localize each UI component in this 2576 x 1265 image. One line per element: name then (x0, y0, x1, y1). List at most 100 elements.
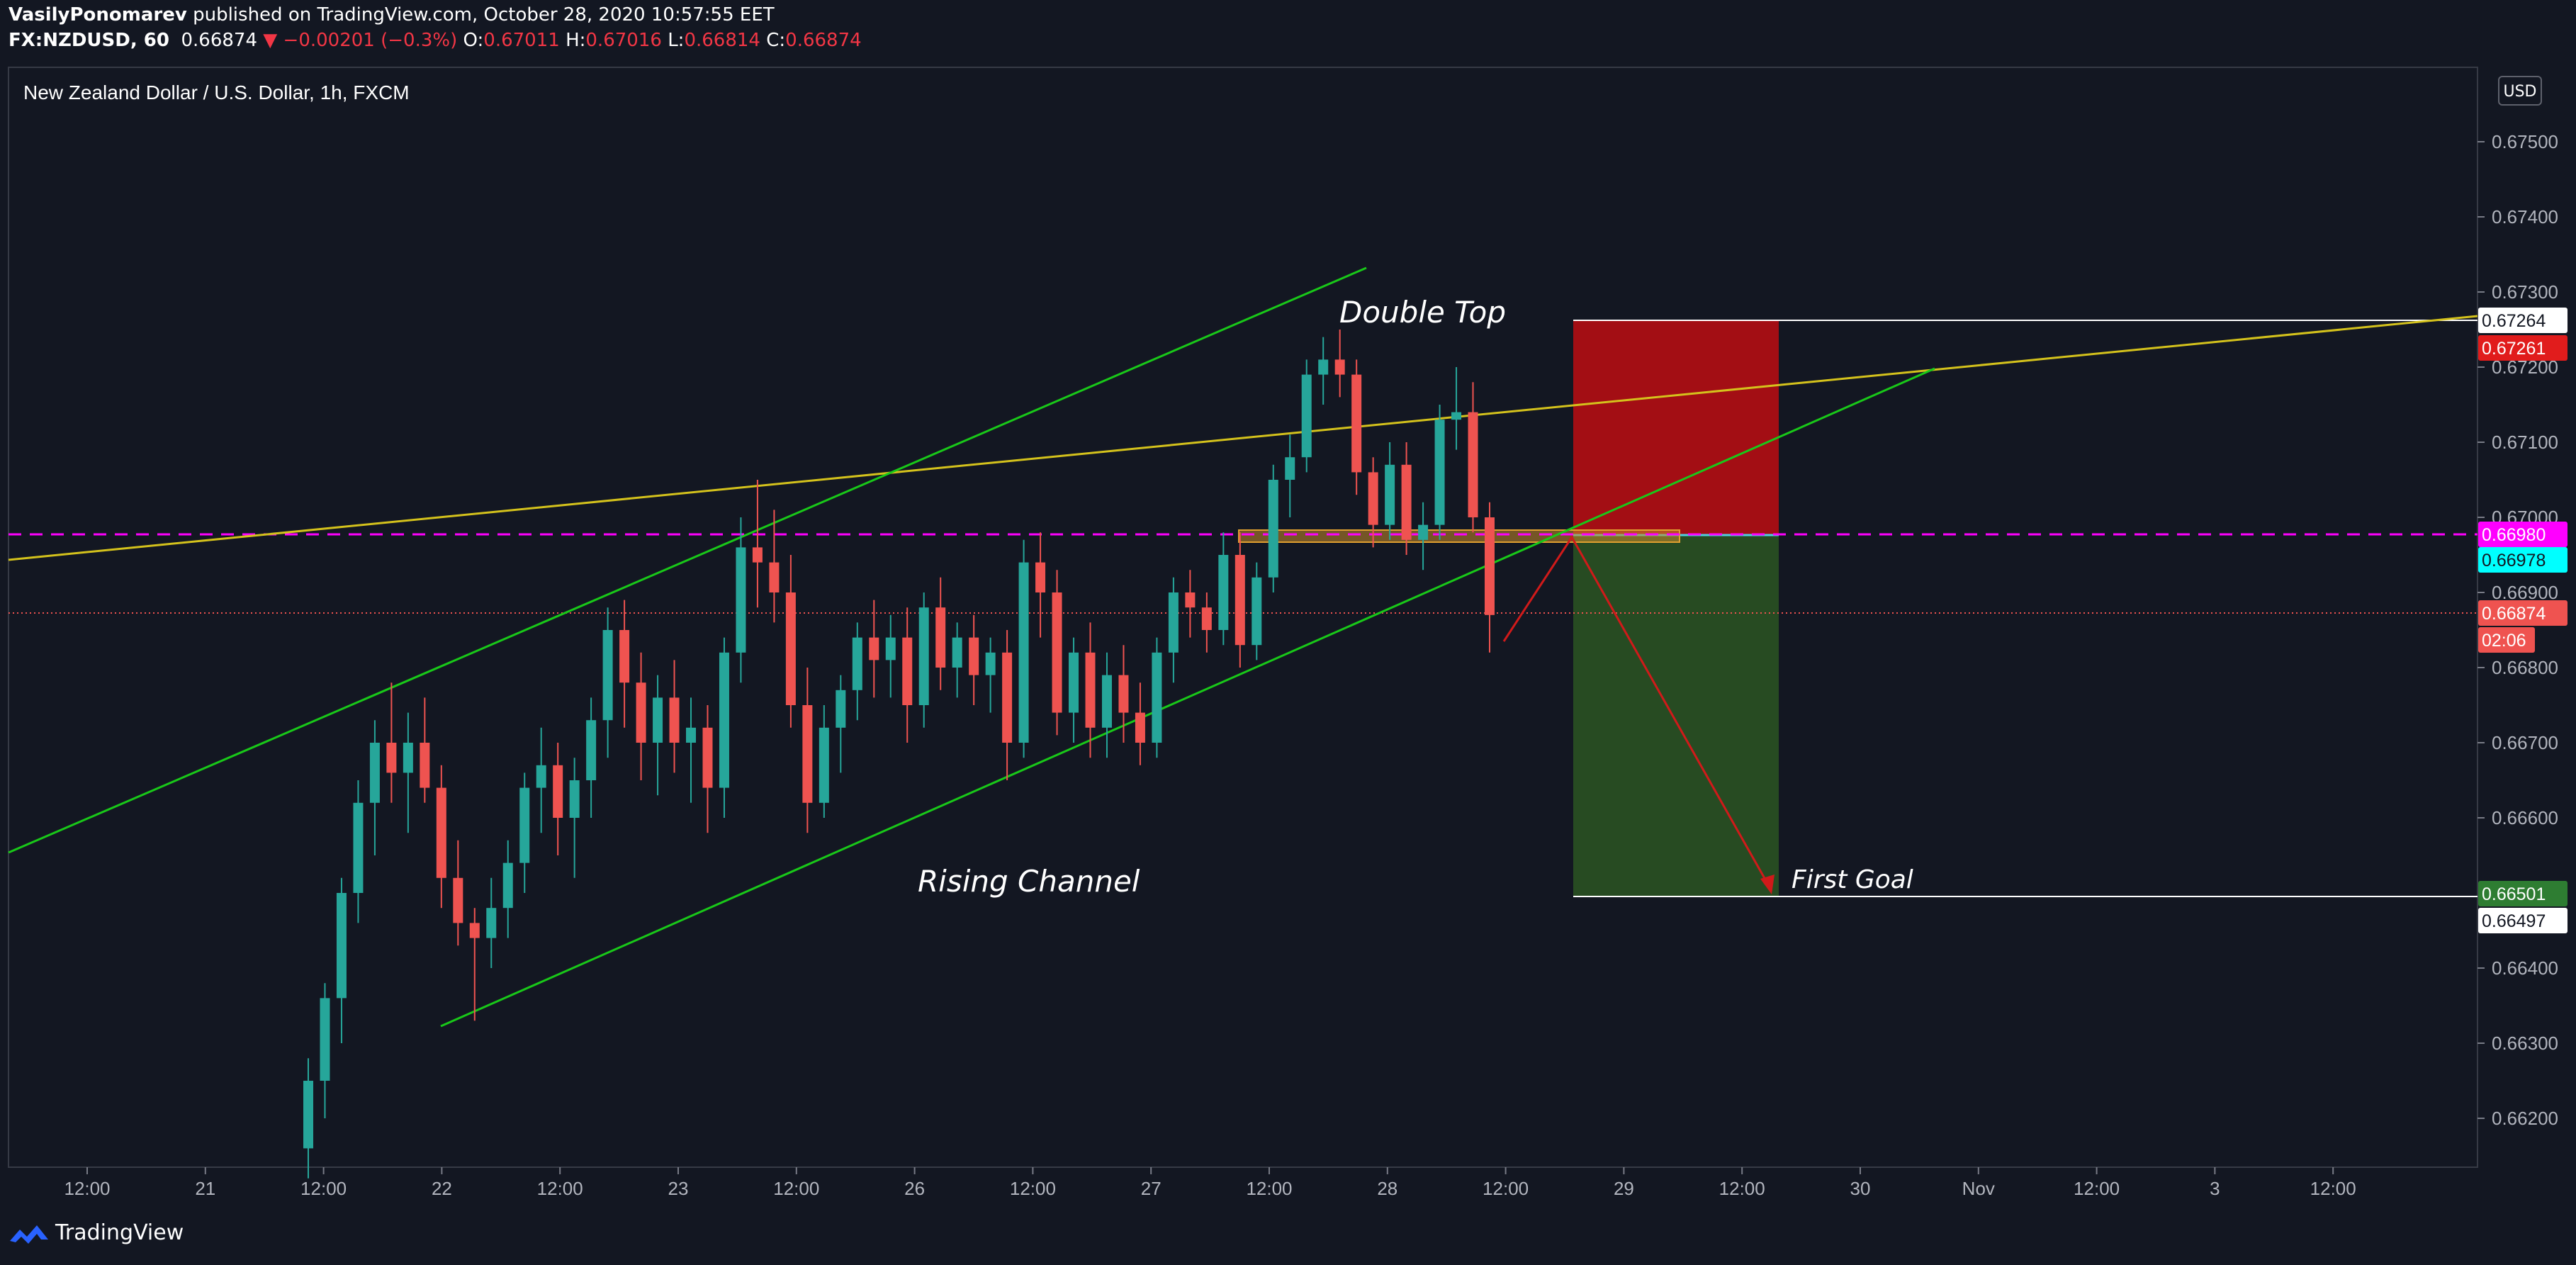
candle (619, 600, 630, 728)
candle-body (702, 727, 713, 788)
candle (1234, 532, 1245, 668)
candle (686, 697, 697, 803)
time-tick-label: 12:00 (1719, 1178, 1765, 1199)
candle-body (519, 787, 530, 863)
candle (702, 705, 713, 833)
candle (320, 983, 330, 1118)
price-label-text: 0.66874 (2482, 604, 2546, 624)
candle (1485, 502, 1495, 653)
author-name[interactable]: VasilyPonomarev (9, 4, 187, 26)
price-label-text: 0.66501 (2482, 884, 2546, 904)
annotation-double-top: Double Top (1339, 295, 1506, 330)
candle-body (453, 877, 463, 923)
candle (553, 743, 563, 855)
candle-body (1451, 412, 1462, 420)
price-label: 0.67261 (2478, 335, 2567, 361)
candle (902, 607, 913, 743)
candle (369, 720, 380, 855)
stop-loss-zone[interactable] (1573, 320, 1779, 535)
chart-legend-title: New Zealand Dollar / U.S. Dollar, 1h, FX… (23, 81, 410, 103)
candle (386, 682, 397, 803)
price-tick-label: 0.66800 (2492, 657, 2558, 678)
symbol-label[interactable]: FX:NZDUSD, 60 (9, 30, 169, 51)
annotation-first-goal: First Goal (1792, 865, 1913, 894)
price-label-text: 0.66497 (2482, 911, 2546, 931)
support-zone-box[interactable] (1238, 529, 1680, 543)
candle-body (1401, 464, 1412, 540)
candle (602, 607, 613, 758)
candle-body (653, 697, 663, 743)
candle-body (686, 727, 697, 743)
price-label: 0.66497 (2478, 908, 2567, 933)
candle (752, 480, 763, 608)
candle (1451, 367, 1462, 450)
price-label-bg (2478, 335, 2567, 361)
candle-body (403, 743, 413, 773)
candle (569, 758, 580, 878)
candle-body (902, 637, 913, 705)
open-value: 0.67011 (483, 30, 560, 51)
time-tick-label: 12:00 (1010, 1178, 1056, 1199)
candle (769, 510, 780, 623)
candle (453, 840, 463, 946)
candle (802, 668, 813, 833)
candle-body (1085, 652, 1096, 728)
annotation-rising-channel: Rising Channel (918, 864, 1140, 899)
candle (436, 765, 446, 909)
price-label-bg (2478, 308, 2567, 333)
time-tick-label: 12:00 (300, 1178, 347, 1199)
candle-body (1069, 652, 1079, 713)
time-tick-label: 30 (1850, 1178, 1871, 1199)
channel-upper-line[interactable] (8, 266, 1367, 854)
candle (1052, 570, 1062, 736)
price-label-text: 02:06 (2482, 631, 2526, 651)
time-tick-label: 12:00 (2074, 1178, 2120, 1199)
candle (1385, 442, 1395, 540)
channel-lower-line[interactable] (440, 367, 1935, 1028)
price-tick-label: 0.66600 (2492, 807, 2558, 828)
candle (1035, 532, 1046, 638)
price-label-text: 0.67261 (2482, 339, 2546, 359)
time-tick-label: 3 (2210, 1178, 2220, 1199)
tradingview-branding[interactable]: TradingView (9, 1220, 184, 1245)
price-tick-label: 0.67400 (2492, 206, 2558, 227)
candle (1285, 434, 1295, 517)
publish-date: published on TradingView.com, October 28… (193, 4, 775, 26)
time-tick-label: 28 (1377, 1178, 1397, 1199)
candle-body (802, 705, 813, 803)
price-label-text: 0.66980 (2482, 525, 2546, 545)
candle-body (952, 637, 962, 668)
candle (1351, 359, 1362, 495)
profit-target-zone[interactable] (1573, 535, 1779, 896)
candle-body (1268, 480, 1278, 578)
candle-body (985, 652, 996, 675)
candle-body (469, 923, 480, 938)
candle-body (769, 562, 780, 592)
candle-body (1035, 562, 1046, 592)
candle (1118, 645, 1129, 743)
time-tick-label: 29 (1614, 1178, 1634, 1199)
candle (653, 675, 663, 796)
candle (1085, 622, 1096, 758)
currency-button[interactable] (2498, 76, 2542, 106)
candle-body (1468, 412, 1478, 517)
price-label: 0.66501 (2478, 881, 2567, 906)
candle (1135, 682, 1145, 765)
candle-body (1234, 555, 1245, 646)
candle-body (386, 743, 397, 773)
candle (536, 727, 546, 833)
price-label: 0.66978 (2478, 547, 2567, 573)
candle-body (836, 690, 846, 728)
candle (519, 772, 530, 893)
candle (669, 660, 680, 773)
candle-body (320, 998, 330, 1081)
time-tick-label: 22 (432, 1178, 452, 1199)
candle (1368, 457, 1378, 548)
price-label-bg (2478, 600, 2567, 626)
yellow-trendline[interactable] (8, 315, 2478, 561)
time-axis: 12:00 21 12:00 22 12:00 23 12:00 26 12:00 27 12:00… (64, 1167, 2356, 1199)
candle-body (1168, 592, 1179, 653)
candle-body (1218, 555, 1229, 630)
candle-body (885, 637, 896, 660)
